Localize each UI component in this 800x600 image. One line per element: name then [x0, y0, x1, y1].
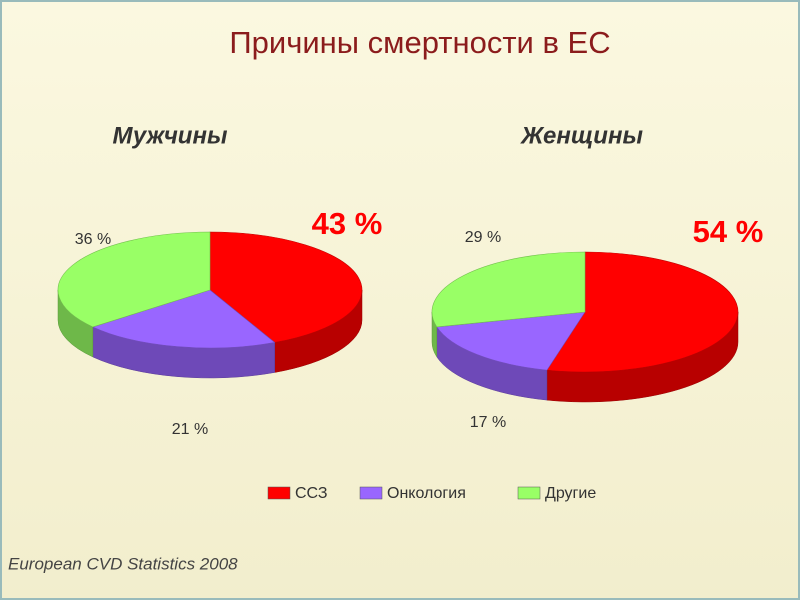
- value-label: 17 %: [470, 414, 506, 431]
- pie-slice: [209, 231, 363, 343]
- pie-slice: [92, 289, 276, 349]
- pie-title: Мужчины: [113, 122, 228, 149]
- legend-label: ССЗ: [295, 485, 328, 502]
- source: European CVD Statistics 2008: [8, 554, 238, 573]
- pie-slice: [546, 251, 739, 373]
- legend-swatch: [359, 486, 383, 500]
- pie-title: Женщины: [519, 122, 643, 149]
- value-label: 36 %: [75, 231, 111, 248]
- value-label: 43 %: [312, 206, 383, 241]
- page-title: Причины смертности в ЕС: [229, 25, 610, 60]
- value-label: 54 %: [693, 214, 764, 249]
- legend-label: Другие: [545, 485, 596, 502]
- pie-slice: [431, 251, 586, 328]
- legend-label: Онкология: [387, 485, 466, 502]
- legend-swatch: [267, 486, 291, 500]
- value-label: 21 %: [172, 421, 208, 438]
- pie-slice: [436, 311, 586, 371]
- legend-swatch: [517, 486, 541, 500]
- value-label: 29 %: [465, 229, 501, 246]
- pie-slice: [57, 231, 211, 328]
